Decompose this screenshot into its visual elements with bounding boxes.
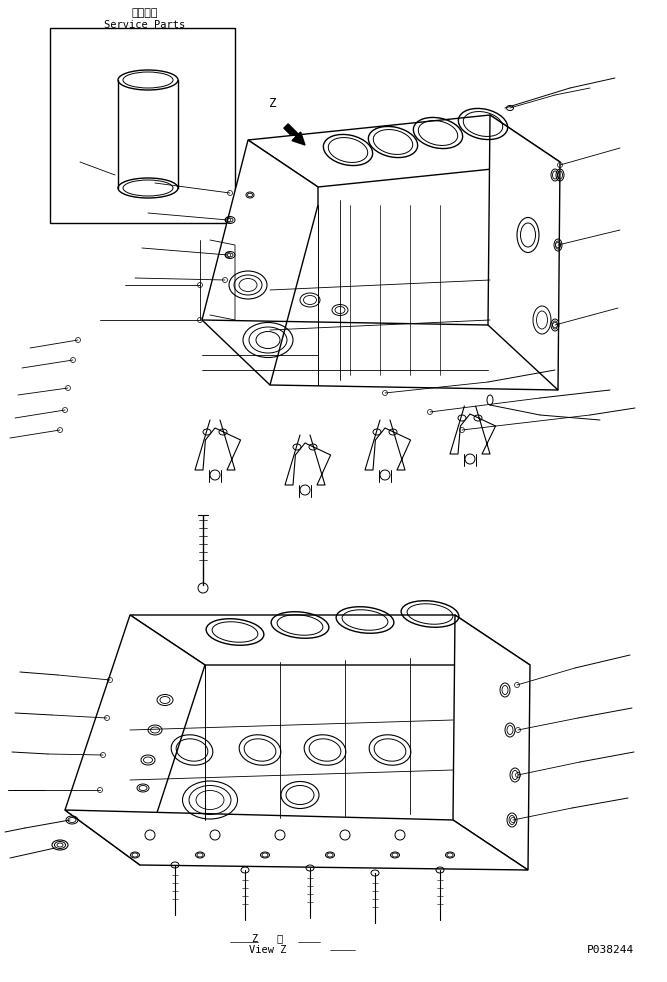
Text: Service Parts: Service Parts bbox=[104, 20, 185, 30]
Text: Z   視: Z 視 bbox=[252, 933, 283, 943]
Polygon shape bbox=[248, 115, 560, 187]
Text: View Z: View Z bbox=[249, 945, 287, 955]
Text: P038244: P038244 bbox=[586, 945, 634, 955]
Text: 補給専用: 補給専用 bbox=[132, 8, 158, 18]
Polygon shape bbox=[130, 615, 530, 665]
Polygon shape bbox=[453, 615, 530, 870]
Polygon shape bbox=[65, 615, 205, 865]
Polygon shape bbox=[488, 115, 560, 390]
Text: Z: Z bbox=[269, 96, 277, 110]
Polygon shape bbox=[202, 140, 318, 385]
Polygon shape bbox=[65, 810, 528, 870]
FancyArrow shape bbox=[284, 124, 308, 148]
